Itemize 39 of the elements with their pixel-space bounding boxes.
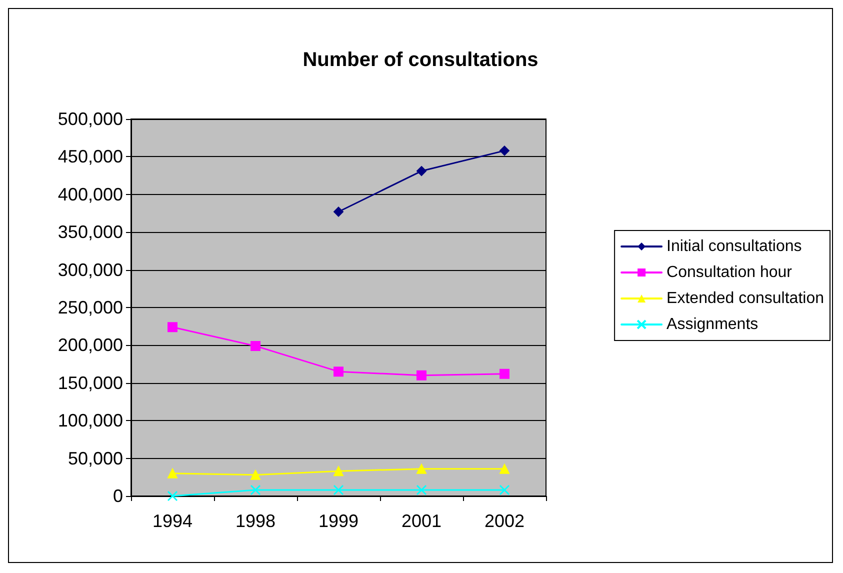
point — [416, 464, 426, 474]
point — [500, 368, 510, 379]
x-tick-label: 1999 — [318, 511, 359, 531]
y-tick-label: 250,000 — [58, 298, 123, 318]
y-tick-label: 200,000 — [58, 335, 123, 356]
point — [168, 322, 178, 332]
x-tick-label: 1994 — [152, 511, 193, 531]
y-tick-label: 400,000 — [58, 184, 123, 204]
y-tick-label: 50,000 — [68, 448, 123, 468]
y-tick-label: 350,000 — [58, 222, 123, 242]
point — [500, 146, 510, 156]
point — [250, 470, 260, 480]
x-tick-label: 2002 — [484, 511, 525, 531]
point — [250, 484, 261, 496]
point — [334, 466, 344, 476]
point — [168, 468, 178, 478]
point — [499, 484, 510, 496]
y-tick-label: 500,000 — [58, 109, 123, 129]
legend-label: Initial consultations — [666, 238, 802, 255]
point — [334, 206, 344, 217]
point — [416, 484, 427, 496]
point — [333, 484, 344, 496]
legend-label: Consultation hour — [666, 264, 793, 281]
legend-label: Assignments — [666, 316, 758, 333]
point — [334, 366, 344, 377]
y-tick-label: 100,000 — [58, 410, 123, 431]
point — [167, 490, 178, 502]
x-tick-label: 1998 — [235, 511, 276, 531]
x-tick-label: 2001 — [401, 511, 442, 531]
point — [250, 340, 260, 351]
y-tick-label: 150,000 — [58, 372, 123, 393]
point — [416, 370, 426, 380]
chart-title: Number of consultations — [302, 49, 538, 71]
y-tick-label: 300,000 — [58, 260, 123, 280]
y-tick-label: 450,000 — [58, 146, 123, 167]
y-tick-label: 0 — [112, 486, 123, 506]
point — [416, 166, 426, 176]
legend-label: Extended consultation — [666, 290, 824, 307]
point — [500, 464, 510, 474]
